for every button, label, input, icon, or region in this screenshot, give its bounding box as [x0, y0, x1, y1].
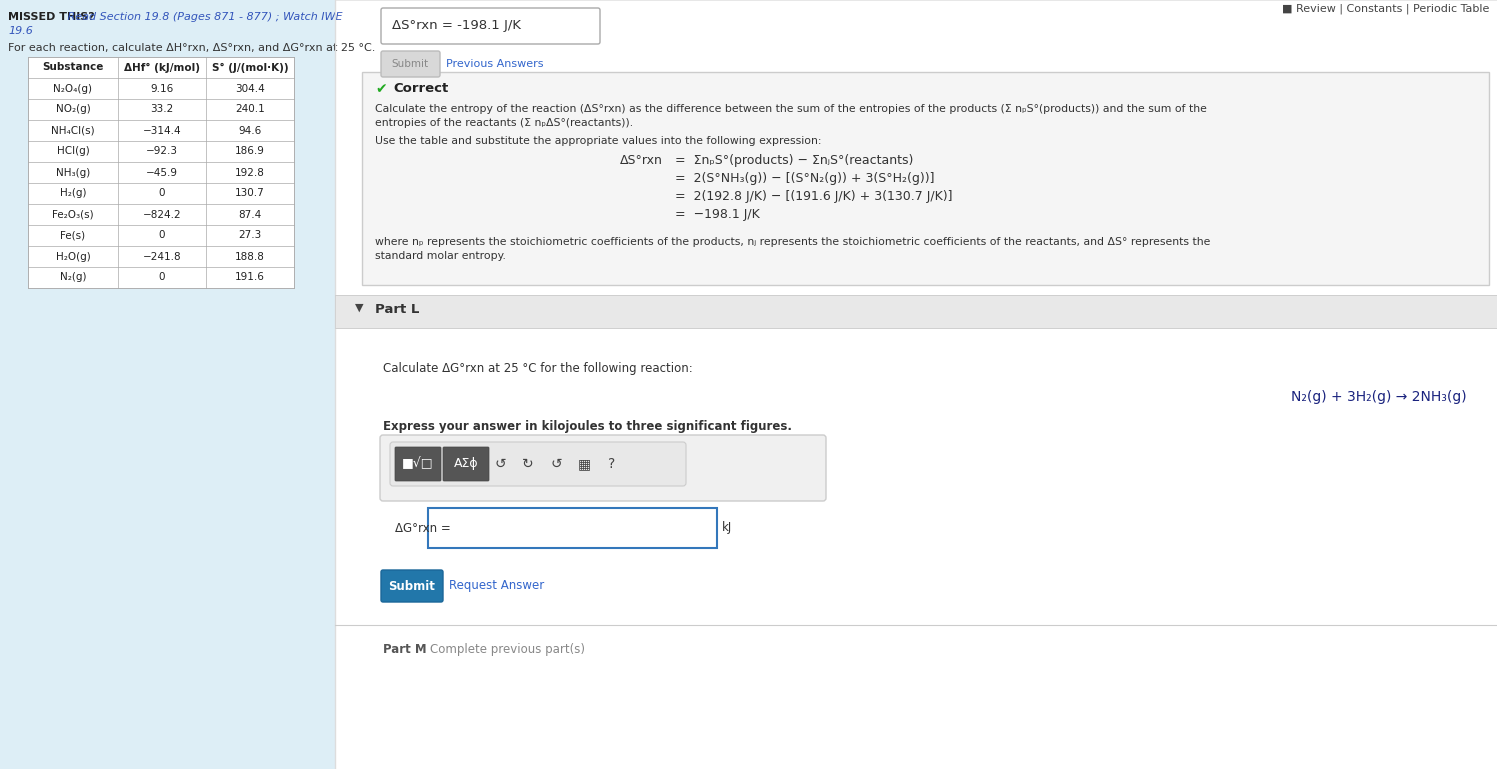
Text: 186.9: 186.9	[235, 147, 265, 157]
Text: ↻: ↻	[522, 457, 534, 471]
Text: ■√□: ■√□	[403, 458, 434, 471]
Bar	[335, 295, 1497, 328]
FancyBboxPatch shape	[380, 435, 826, 501]
Text: −241.8: −241.8	[142, 251, 181, 261]
FancyBboxPatch shape	[395, 447, 442, 481]
Text: ↺: ↺	[494, 457, 506, 471]
Text: −45.9: −45.9	[147, 168, 178, 178]
FancyBboxPatch shape	[382, 570, 443, 602]
Text: −824.2: −824.2	[142, 209, 181, 219]
Text: NH₃(g): NH₃(g)	[55, 168, 90, 178]
Text: Calculate the entropy of the reaction (ΔS°rxn) as the difference between the sum: Calculate the entropy of the reaction (Δ…	[376, 104, 1207, 114]
Text: Complete previous part(s): Complete previous part(s)	[430, 643, 585, 656]
Text: Fe(s): Fe(s)	[60, 231, 85, 241]
Text: 87.4: 87.4	[238, 209, 262, 219]
Text: N₂(g): N₂(g)	[60, 272, 87, 282]
Text: Submit: Submit	[389, 580, 436, 592]
Text: 188.8: 188.8	[235, 251, 265, 261]
Text: ↺: ↺	[551, 457, 561, 471]
Text: entropies of the reactants (Σ nₚΔS°(reactants)).: entropies of the reactants (Σ nₚΔS°(reac…	[376, 118, 633, 128]
Text: Read Section 19.8 (Pages 871 - 877) ; Watch IWE: Read Section 19.8 (Pages 871 - 877) ; Wa…	[64, 12, 343, 22]
Text: S° (J/(mol·K)): S° (J/(mol·K))	[211, 62, 289, 72]
Text: ΔS°rxn = -198.1 J/K: ΔS°rxn = -198.1 J/K	[392, 19, 521, 32]
Text: 0: 0	[159, 272, 165, 282]
Text: ΔS°rxn: ΔS°rxn	[620, 154, 663, 167]
Text: NH₄Cl(s): NH₄Cl(s)	[51, 125, 94, 135]
Text: ✔: ✔	[376, 82, 386, 96]
Text: Calculate ΔG°rxn at 25 °C for the following reaction:: Calculate ΔG°rxn at 25 °C for the follow…	[383, 362, 693, 375]
Text: Part L: Part L	[376, 303, 419, 316]
Text: ΔHf° (kJ/mol): ΔHf° (kJ/mol)	[124, 62, 201, 72]
Text: Request Answer: Request Answer	[449, 580, 545, 592]
Text: N₂(g) + 3H₂(g) → 2NH₃(g): N₂(g) + 3H₂(g) → 2NH₃(g)	[1292, 390, 1467, 404]
Text: ?: ?	[608, 457, 615, 471]
Text: 19.6: 19.6	[7, 26, 33, 36]
Text: 27.3: 27.3	[238, 231, 262, 241]
Text: 240.1: 240.1	[235, 105, 265, 115]
Text: ▼: ▼	[355, 303, 364, 313]
Text: ■ Review | Constants | Periodic Table: ■ Review | Constants | Periodic Table	[1281, 4, 1490, 15]
Text: =  ΣnₚS°(products) − ΣnⱼS°(reactants): = ΣnₚS°(products) − ΣnⱼS°(reactants)	[675, 154, 913, 167]
Text: Correct: Correct	[394, 82, 448, 95]
Text: NO₂(g): NO₂(g)	[55, 105, 90, 115]
Text: For each reaction, calculate ΔH°rxn, ΔS°rxn, and ΔG°rxn at 25 °C.: For each reaction, calculate ΔH°rxn, ΔS°…	[7, 43, 376, 53]
Text: 94.6: 94.6	[238, 125, 262, 135]
Text: HCl(g): HCl(g)	[57, 147, 90, 157]
Text: −92.3: −92.3	[147, 147, 178, 157]
Text: =  −198.1 J/K: = −198.1 J/K	[675, 208, 760, 221]
Bar	[0, 0, 335, 769]
Text: where nₚ represents the stoichiometric coefficients of the products, nⱼ represen: where nₚ represents the stoichiometric c…	[376, 237, 1211, 247]
Text: Use the table and substitute the appropriate values into the following expressio: Use the table and substitute the appropr…	[376, 136, 822, 146]
Bar	[28, 57, 293, 288]
Text: 9.16: 9.16	[150, 84, 174, 94]
FancyBboxPatch shape	[382, 8, 600, 44]
Text: 304.4: 304.4	[235, 84, 265, 94]
Text: standard molar entropy.: standard molar entropy.	[376, 251, 506, 261]
Bar	[335, 328, 1497, 680]
Text: −314.4: −314.4	[142, 125, 181, 135]
Text: AΣϕ: AΣϕ	[454, 458, 479, 471]
FancyBboxPatch shape	[382, 51, 440, 77]
Text: 192.8: 192.8	[235, 168, 265, 178]
FancyBboxPatch shape	[362, 72, 1490, 285]
Text: ΔG°rxn =: ΔG°rxn =	[395, 521, 451, 534]
Text: Express your answer in kilojoules to three significant figures.: Express your answer in kilojoules to thr…	[383, 420, 792, 433]
Text: Substance: Substance	[42, 62, 103, 72]
Text: =  2(S°NH₃(g)) − [(S°N₂(g)) + 3(S°H₂(g))]: = 2(S°NH₃(g)) − [(S°N₂(g)) + 3(S°H₂(g))]	[675, 172, 934, 185]
Text: H₂(g): H₂(g)	[60, 188, 87, 198]
FancyBboxPatch shape	[391, 442, 686, 486]
Text: Previous Answers: Previous Answers	[446, 59, 543, 69]
Text: 0: 0	[159, 231, 165, 241]
Text: Part M: Part M	[383, 643, 427, 656]
FancyBboxPatch shape	[428, 508, 717, 548]
Text: 33.2: 33.2	[150, 105, 174, 115]
Text: N₂O₄(g): N₂O₄(g)	[54, 84, 93, 94]
Text: Submit: Submit	[391, 59, 428, 69]
Text: =  2(192.8 J/K) − [(191.6 J/K) + 3(130.7 J/K)]: = 2(192.8 J/K) − [(191.6 J/K) + 3(130.7 …	[675, 190, 952, 203]
Text: H₂O(g): H₂O(g)	[55, 251, 90, 261]
Text: MISSED THIS?: MISSED THIS?	[7, 12, 94, 22]
Text: 130.7: 130.7	[235, 188, 265, 198]
Text: ▦: ▦	[578, 457, 590, 471]
FancyBboxPatch shape	[443, 447, 490, 481]
Text: kJ: kJ	[722, 521, 732, 534]
Text: Fe₂O₃(s): Fe₂O₃(s)	[52, 209, 94, 219]
Text: 0: 0	[159, 188, 165, 198]
Text: 191.6: 191.6	[235, 272, 265, 282]
